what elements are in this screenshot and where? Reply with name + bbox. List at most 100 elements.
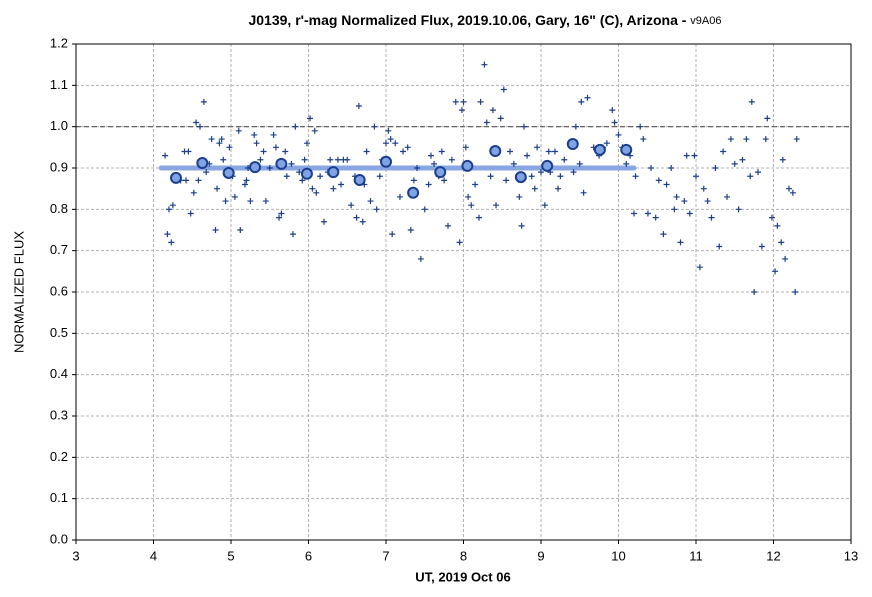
data-point: [218, 136, 225, 143]
data-point: [220, 156, 227, 163]
data-point: [400, 148, 407, 155]
data-point: [779, 156, 786, 163]
data-point: [611, 119, 618, 126]
data-point: [187, 210, 194, 217]
data-point: [214, 185, 221, 192]
binned-point: [541, 159, 554, 172]
data-point: [724, 193, 730, 200]
data-point: [681, 198, 688, 205]
binned-point: [566, 138, 579, 151]
y-tick-label: 0.9: [50, 159, 68, 174]
binned-point: [222, 166, 235, 179]
data-point: [193, 119, 200, 126]
data-point: [615, 131, 622, 138]
binned-point: [489, 145, 502, 158]
data-point: [168, 239, 175, 246]
data-point: [344, 156, 351, 163]
data-point: [241, 181, 248, 188]
data-point: [243, 177, 250, 184]
data-point: [545, 148, 552, 155]
x-tick-label: 5: [227, 548, 234, 563]
data-point: [208, 136, 215, 143]
data-point: [425, 181, 432, 188]
data-point: [235, 127, 242, 134]
data-point: [222, 198, 229, 205]
data-point: [385, 127, 392, 134]
data-point: [162, 152, 169, 159]
data-point: [671, 206, 678, 213]
binned-point: [169, 171, 182, 184]
y-tick-label: 0.1: [50, 490, 68, 505]
data-point: [748, 98, 755, 105]
data-point: [655, 177, 662, 184]
data-point: [580, 189, 587, 196]
binned-point: [593, 143, 606, 156]
x-tick-label: 3: [72, 548, 79, 563]
data-point: [348, 202, 355, 209]
binned-point: [353, 173, 366, 186]
y-tick-label: 1.2: [50, 35, 68, 50]
data-point: [257, 156, 264, 163]
data-point: [445, 222, 451, 229]
data-point: [609, 107, 616, 114]
data-point: [290, 231, 296, 238]
data-point: [755, 169, 761, 176]
data-point: [758, 243, 765, 250]
data-point: [768, 214, 775, 221]
data-point: [441, 177, 448, 184]
data-point: [190, 189, 197, 196]
data-point: [363, 148, 370, 155]
data-point: [793, 136, 800, 143]
data-point: [288, 160, 295, 167]
binned-point: [327, 166, 340, 179]
data-point: [195, 177, 202, 184]
x-tick-label: 11: [689, 548, 703, 563]
data-point: [500, 86, 507, 93]
x-tick-label: 4: [150, 548, 157, 563]
data-point: [431, 160, 438, 167]
y-tick-label: 0.5: [50, 325, 68, 340]
data-point: [648, 165, 655, 171]
data-point: [528, 173, 535, 180]
data-point: [458, 107, 465, 114]
data-point: [387, 136, 394, 143]
data-point: [727, 136, 734, 143]
data-point: [317, 173, 324, 180]
data-point: [561, 156, 568, 163]
data-point: [735, 206, 742, 213]
data-point: [576, 160, 583, 167]
data-point: [660, 231, 667, 238]
plot-frame: [75, 43, 852, 541]
y-tick-label: 0.3: [50, 407, 68, 422]
chart-title-group: J0139, r'-mag Normalized Flux, 2019.10.0…: [248, 12, 721, 28]
data-point: [524, 152, 531, 159]
binned-point: [275, 157, 288, 170]
data-point: [321, 218, 327, 225]
data-point: [216, 140, 223, 147]
data-point: [668, 165, 675, 171]
data-point: [303, 140, 310, 147]
y-tick-label: 0.2: [50, 449, 68, 464]
data-point: [778, 239, 785, 246]
data-point: [307, 115, 314, 122]
x-tick-label: 6: [305, 548, 312, 563]
data-point: [407, 227, 414, 233]
data-point: [373, 206, 380, 213]
data-point: [503, 177, 510, 184]
data-point: [278, 210, 285, 217]
data-point: [700, 185, 707, 192]
data-point: [497, 115, 504, 122]
data-point: [266, 165, 273, 171]
data-point: [260, 148, 267, 155]
y-tick-label: 0.8: [50, 201, 68, 216]
data-point: [493, 202, 500, 209]
data-point: [169, 202, 176, 209]
data-point: [247, 198, 254, 205]
data-point: [452, 98, 459, 105]
data-point: [414, 165, 420, 171]
data-point: [355, 103, 362, 109]
data-point: [747, 173, 754, 180]
binned-point: [461, 159, 474, 172]
data-point: [631, 210, 637, 217]
data-point: [712, 165, 719, 171]
